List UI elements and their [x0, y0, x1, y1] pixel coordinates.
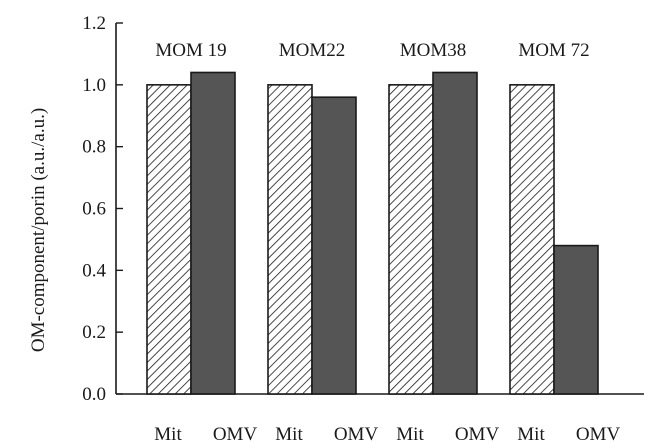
bar-omv	[311, 96, 357, 395]
category-label: Mit	[275, 424, 303, 442]
bar-omv	[553, 244, 599, 395]
group-label: MOM38	[400, 40, 467, 61]
category-label: Mit	[154, 424, 182, 442]
y-tick-label: 1.2	[82, 13, 106, 34]
group-label: MOM 19	[155, 40, 226, 61]
category-label: Mit	[396, 424, 424, 442]
y-axis-label: OM-component/porin (a.u./a.u.)	[28, 108, 49, 352]
plot-area: 0.0 0.2 0.4 0.6 0.8 1.0 1.2 MOM 19 Mit OMV MOM22 Mi…	[82, 13, 644, 442]
category-label: Mit	[517, 424, 545, 442]
y-tick-label: 0.2	[82, 322, 106, 343]
y-tick-label: 1.0	[82, 75, 106, 96]
y-tick-label: 0.4	[82, 260, 106, 281]
bar-mit	[267, 84, 313, 395]
y-tick-label: 0.8	[82, 137, 106, 158]
bar-omv	[432, 71, 478, 395]
category-label: OMV	[334, 424, 379, 442]
category-label: OMV	[213, 424, 258, 442]
category-label: OMV	[576, 424, 621, 442]
bar-omv	[190, 71, 236, 395]
y-tick-label: 0.0	[82, 384, 106, 405]
bar-mit	[509, 84, 555, 395]
bar-mit	[146, 84, 192, 395]
bar-mit	[388, 84, 434, 395]
group-label: MOM22	[279, 40, 346, 61]
group-label: MOM 72	[518, 40, 589, 61]
category-label: OMV	[455, 424, 500, 442]
y-tick-label: 0.6	[82, 199, 106, 220]
